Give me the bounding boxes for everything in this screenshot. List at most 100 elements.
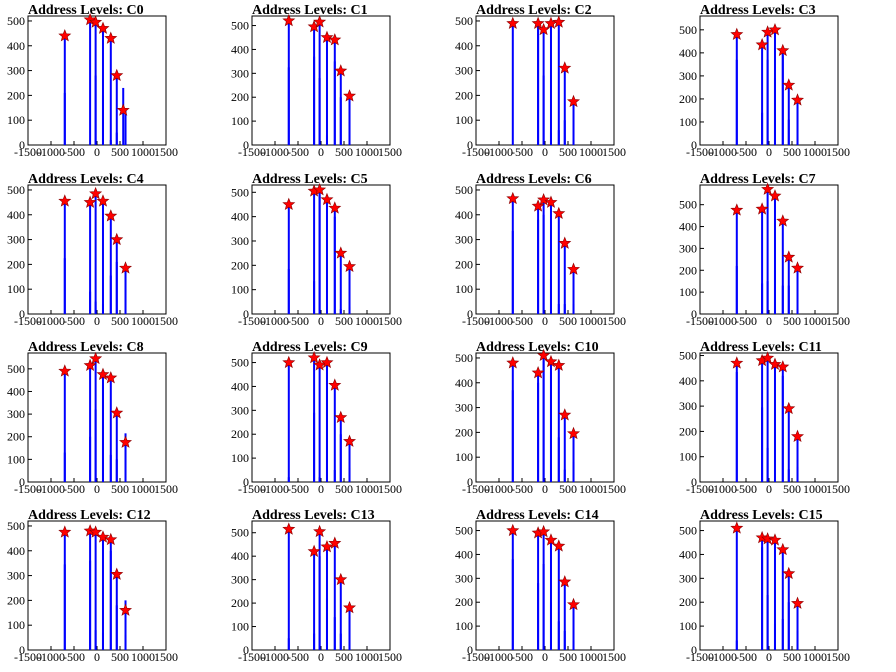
y-tick-label: 0 bbox=[467, 475, 473, 489]
bar bbox=[124, 110, 127, 145]
y-tick-label: 0 bbox=[467, 307, 473, 321]
y-tick-label: 100 bbox=[7, 282, 25, 296]
panel-title: Address Levels: C14 bbox=[476, 508, 599, 523]
chart-panel: Address Levels: C70100200300400500-1500-… bbox=[679, 172, 850, 328]
x-tick-label: 500 bbox=[111, 314, 129, 328]
x-tick-label: -1500 bbox=[462, 314, 490, 328]
plot-frame bbox=[27, 352, 167, 483]
panel-title: Address Levels: C5 bbox=[252, 172, 368, 187]
x-tick-label: 1000 bbox=[131, 145, 155, 159]
y-tick-label: 300 bbox=[7, 569, 25, 583]
bar bbox=[537, 532, 540, 650]
peak-marker bbox=[343, 434, 357, 447]
x-tick-label: 0 bbox=[318, 314, 324, 328]
peak-marker bbox=[116, 103, 130, 116]
peak-marker bbox=[110, 232, 124, 246]
peak-marker bbox=[328, 378, 342, 391]
bar bbox=[511, 362, 514, 482]
peak-marker bbox=[791, 93, 805, 106]
x-tick-label: 0 bbox=[542, 314, 548, 328]
peak-marker bbox=[552, 539, 566, 552]
x-tick-label: -500 bbox=[63, 314, 85, 328]
x-tick-label: -1000 bbox=[37, 314, 65, 328]
x-tick-label: -1000 bbox=[485, 314, 513, 328]
bar bbox=[63, 371, 66, 482]
peak-marker bbox=[282, 13, 296, 27]
y-tick-label: 400 bbox=[455, 376, 473, 390]
peak-marker bbox=[96, 367, 110, 381]
panel-title: Address Levels: C9 bbox=[252, 340, 368, 355]
bar bbox=[557, 22, 560, 146]
bar bbox=[563, 68, 566, 145]
x-tick-label: 0 bbox=[94, 314, 100, 328]
x-tick-label: 1500 bbox=[826, 145, 850, 159]
peak-marker bbox=[104, 371, 118, 384]
y-tick-label: 500 bbox=[455, 351, 473, 365]
x-tick-label: 1000 bbox=[803, 650, 827, 664]
plot-frame bbox=[27, 520, 167, 651]
bar bbox=[773, 29, 776, 145]
y-tick-label: 300 bbox=[231, 234, 249, 248]
peak-marker bbox=[89, 186, 103, 200]
y-tick-label: 0 bbox=[19, 138, 25, 152]
x-tick-label: 1500 bbox=[602, 314, 626, 328]
y-tick-label: 300 bbox=[679, 399, 697, 413]
y-tick-label: 0 bbox=[691, 643, 697, 657]
x-tick-label: 500 bbox=[559, 145, 577, 159]
bar bbox=[542, 355, 545, 482]
peak-marker bbox=[761, 532, 775, 545]
x-tick-label: 500 bbox=[783, 145, 801, 159]
bar bbox=[766, 189, 769, 314]
peak-marker bbox=[343, 259, 357, 273]
bar bbox=[89, 530, 92, 650]
chart-panel: Address Levels: C50100200300400500-1500-… bbox=[231, 172, 402, 328]
bar bbox=[124, 600, 127, 650]
x-tick-label: -1500 bbox=[238, 314, 266, 328]
peak-marker bbox=[96, 194, 110, 207]
x-tick-label: 1500 bbox=[378, 145, 402, 159]
bar bbox=[787, 257, 790, 314]
chart-panel: Address Levels: C80100200300400500-1500-… bbox=[7, 340, 178, 496]
x-tick-label: 1500 bbox=[602, 145, 626, 159]
peak-marker bbox=[552, 206, 566, 220]
peak-marker bbox=[776, 360, 790, 373]
y-tick-label: 200 bbox=[455, 88, 473, 102]
bar bbox=[339, 70, 342, 145]
x-tick-label: 500 bbox=[111, 482, 129, 496]
x-tick-label: 500 bbox=[335, 482, 353, 496]
peak-marker bbox=[544, 533, 558, 546]
peak-marker bbox=[567, 597, 581, 611]
bar bbox=[287, 529, 290, 650]
y-tick-label: 100 bbox=[455, 619, 473, 633]
peak-marker bbox=[320, 30, 334, 44]
x-tick-label: 0 bbox=[542, 482, 548, 496]
peak-marker bbox=[558, 408, 572, 421]
y-tick-label: 400 bbox=[231, 210, 249, 224]
y-tick-label: 100 bbox=[231, 620, 249, 634]
y-tick-label: 300 bbox=[231, 573, 249, 587]
bar bbox=[781, 549, 784, 650]
peak-marker bbox=[320, 539, 334, 553]
x-tick-label: -1000 bbox=[261, 482, 289, 496]
y-tick-label: 400 bbox=[679, 220, 697, 234]
y-tick-label: 200 bbox=[455, 595, 473, 609]
peak-marker bbox=[83, 12, 97, 26]
bar bbox=[796, 268, 799, 314]
bar bbox=[63, 35, 66, 145]
peak-marker bbox=[89, 351, 103, 365]
peak-marker bbox=[755, 37, 769, 51]
peak-marker bbox=[119, 261, 133, 274]
x-tick-label: 1500 bbox=[826, 482, 850, 496]
y-tick-label: 300 bbox=[7, 407, 25, 421]
bar bbox=[124, 433, 127, 482]
peak-marker bbox=[558, 61, 572, 74]
x-tick-label: -1500 bbox=[238, 145, 266, 159]
peak-marker bbox=[558, 575, 572, 588]
y-tick-label: 400 bbox=[7, 544, 25, 558]
y-tick-label: 100 bbox=[7, 618, 25, 632]
y-tick-label: 500 bbox=[231, 526, 249, 540]
bar bbox=[333, 385, 336, 482]
x-tick-label: -1000 bbox=[37, 482, 65, 496]
x-tick-label: 1500 bbox=[154, 314, 178, 328]
plot-frame bbox=[475, 184, 615, 315]
